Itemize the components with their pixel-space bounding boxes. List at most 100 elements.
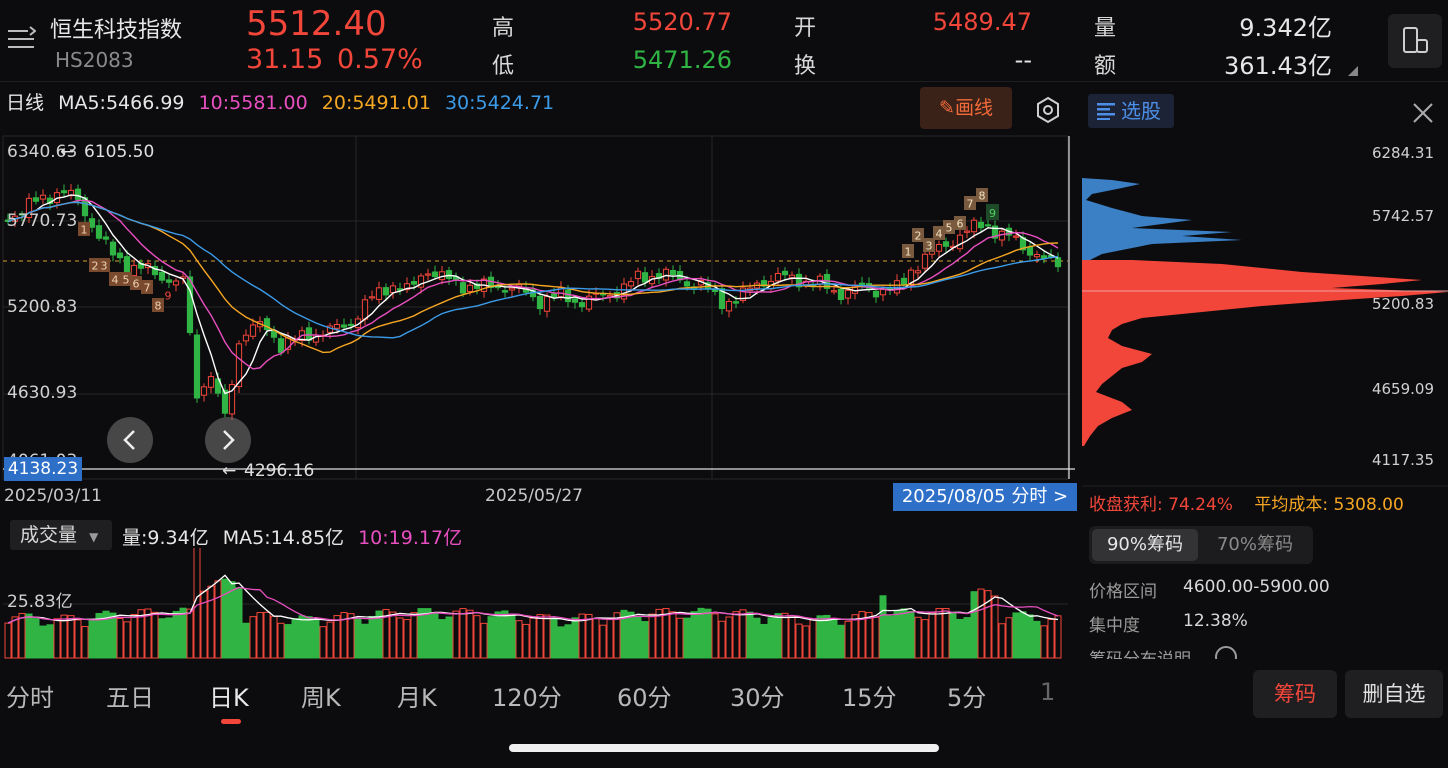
remove-watchlist-button[interactable]: 删自选 (1345, 670, 1443, 718)
indicator-select[interactable]: 成交量 ▼ (10, 520, 112, 550)
volume-bar (487, 616, 495, 659)
volume-bar (214, 580, 222, 659)
open-label: 开 (794, 16, 817, 41)
chip-70-tab[interactable]: 70%筹码 (1216, 534, 1293, 555)
settings-icon[interactable] (1034, 96, 1062, 124)
volume-bar (494, 611, 502, 659)
crosshair-price-tag: 4138.23 (4, 457, 82, 481)
candle-body (39, 194, 47, 200)
tab-daily-k[interactable]: 日K (209, 684, 249, 712)
stock-picker-tab[interactable]: 选股 (1088, 94, 1174, 128)
help-icon[interactable] (1214, 645, 1238, 659)
turnover-label: 换 (794, 54, 817, 79)
candle-body (95, 225, 103, 239)
td-marker-label: 1 (81, 224, 88, 237)
td-marker-label: 8 (155, 300, 162, 313)
chip-profile-red (1082, 260, 1448, 446)
candle-body (151, 265, 159, 276)
tab-monthly-k[interactable]: 月K (397, 684, 437, 712)
pencil-icon: ✎ (939, 97, 955, 119)
volume-bar (620, 609, 628, 659)
tab-1-min[interactable]: 1分 (1040, 678, 1064, 714)
volume-bar (753, 617, 761, 659)
td-marker-label: 8 (979, 190, 986, 203)
volume-bar (312, 619, 320, 659)
volume-bar (235, 587, 243, 659)
ma-lines (7, 194, 1059, 395)
candle-body (963, 230, 971, 233)
candle-body (88, 218, 96, 228)
scroll-left-button[interactable] (107, 417, 153, 463)
candle-body (417, 275, 425, 288)
volume-bar (158, 618, 166, 659)
tab-15-min[interactable]: 15分 (842, 684, 897, 712)
td-marker-bg (78, 222, 90, 236)
chevron-left-icon (123, 430, 135, 450)
volume-bar (389, 611, 397, 659)
amount-label: 额 (1094, 54, 1117, 79)
td-marker-label: 3 (926, 240, 933, 253)
td-marker-label: 9 (989, 207, 996, 220)
tab-60-min[interactable]: 60分 (617, 684, 672, 712)
expand-corner-icon[interactable] (1348, 66, 1358, 76)
td-marker-bg (933, 226, 945, 240)
crosshair-date-tag[interactable]: 2025/08/05 分时 > (893, 483, 1077, 511)
chips-button[interactable]: 筹码 (1253, 670, 1337, 718)
volume-ma10: 10:19.17亿 (358, 527, 463, 549)
td-marker-bg (130, 276, 142, 290)
low-label: 低 (492, 54, 515, 79)
y-tick-2: 5200.83 (7, 297, 77, 317)
candle-body (473, 283, 481, 289)
tab-120-min[interactable]: 120分 (492, 684, 562, 712)
volume-bar (662, 608, 670, 659)
tab-30-min[interactable]: 30分 (730, 684, 785, 712)
menu-icon[interactable] (6, 26, 36, 52)
volume-bar (977, 588, 985, 659)
chip-explain-link[interactable]: 筹码分布说明 (1089, 645, 1191, 659)
quote-header: 恒生科技指数 HS2083 5512.40 31.15 0.57% 高 5520… (0, 0, 1448, 82)
candle-body (249, 324, 257, 337)
candle-body (361, 299, 369, 320)
landscape-toggle-button[interactable] (1388, 14, 1442, 68)
volume-bar (739, 609, 747, 659)
volume-bar (130, 613, 138, 659)
td-marker-label: 9 (165, 290, 172, 303)
volume-bar (221, 578, 229, 659)
candle-body (445, 270, 453, 280)
candle-body (900, 277, 908, 285)
volume-bar (466, 609, 474, 659)
volume-bar (571, 617, 579, 659)
tab-weekly-k[interactable]: 周K (301, 684, 341, 712)
candle-body (641, 272, 649, 283)
candle-body (984, 224, 992, 227)
volume-bar (823, 614, 831, 659)
close-icon[interactable] (1412, 102, 1434, 124)
volume-bar (137, 609, 145, 659)
tab-intraday[interactable]: 分时 (6, 684, 54, 712)
home-indicator[interactable] (509, 744, 939, 752)
tab-five-day[interactable]: 五日 (106, 684, 154, 712)
tab-5-min[interactable]: 5分 (947, 684, 987, 712)
candle-body (403, 283, 411, 291)
volume-bar (88, 618, 96, 659)
candle-body (466, 284, 474, 292)
stock-picker-label: 选股 (1121, 99, 1161, 123)
volume-bar (11, 616, 19, 659)
volume-bar (879, 595, 887, 659)
ma-legend: 日线 MA5:5466.99 10:5581.00 20:5491.01 30:… (6, 88, 562, 115)
chip-90-tab[interactable]: 90%筹码 (1092, 529, 1198, 561)
volume-bar (634, 616, 642, 659)
candle-body (277, 338, 285, 353)
turnover-value: -- (1014, 46, 1032, 74)
td-marker-label: 7 (967, 198, 974, 211)
draw-line-button[interactable]: ✎画线 (920, 87, 1012, 129)
volume-bar (74, 619, 82, 659)
volume-chart: 25.83亿 (3, 548, 1068, 659)
candle-body (221, 389, 229, 414)
chevron-right-icon (223, 430, 235, 450)
scroll-right-button[interactable] (205, 417, 251, 463)
volume-bar (648, 613, 656, 659)
chip-tick-1: 5742.57 (1372, 207, 1434, 225)
